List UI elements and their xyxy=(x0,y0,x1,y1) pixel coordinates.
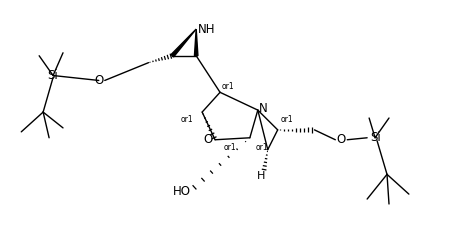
Text: or1: or1 xyxy=(222,82,234,91)
Text: Si: Si xyxy=(371,131,381,144)
Text: or1: or1 xyxy=(224,143,236,152)
Text: O: O xyxy=(203,133,213,146)
Text: or1: or1 xyxy=(181,115,193,124)
Text: Si: Si xyxy=(48,69,59,82)
Polygon shape xyxy=(171,29,196,57)
Text: O: O xyxy=(337,133,346,146)
Text: or1: or1 xyxy=(280,114,293,124)
Text: or1: or1 xyxy=(256,143,268,152)
Text: HO: HO xyxy=(173,185,191,198)
Polygon shape xyxy=(194,29,198,56)
Text: H: H xyxy=(257,171,265,181)
Text: N: N xyxy=(258,102,267,115)
Text: NH: NH xyxy=(198,23,216,35)
Text: O: O xyxy=(94,74,104,87)
